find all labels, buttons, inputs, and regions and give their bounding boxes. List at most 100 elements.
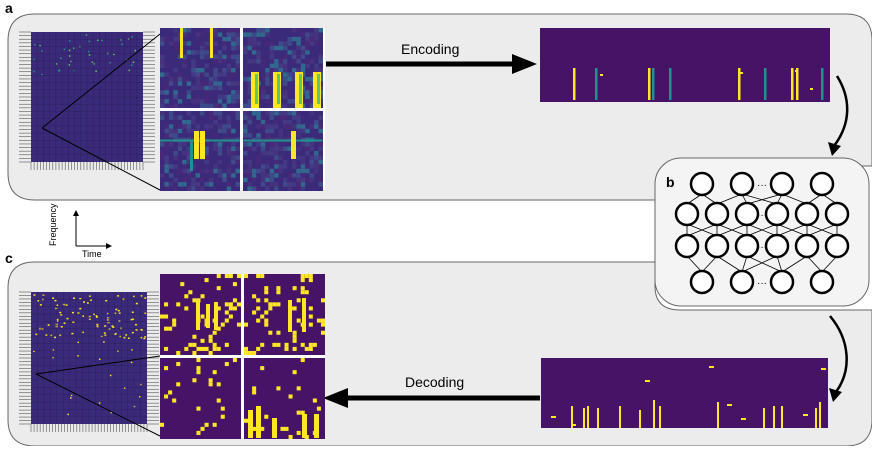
pixel <box>287 76 292 82</box>
pixel <box>200 81 205 86</box>
pixel <box>176 350 181 355</box>
pixel <box>292 330 297 335</box>
pixel <box>200 426 205 431</box>
pixel <box>186 128 192 134</box>
bar <box>194 131 199 159</box>
pixel <box>318 54 323 60</box>
pixel <box>191 182 196 187</box>
pixel <box>235 99 240 104</box>
pixel <box>177 115 183 120</box>
pixel <box>217 72 223 77</box>
pixel <box>231 111 236 116</box>
pixel <box>160 59 165 64</box>
pixel <box>296 45 301 51</box>
pixel <box>77 312 80 314</box>
network-node <box>729 269 755 295</box>
bar <box>653 400 655 428</box>
pixel <box>287 146 292 151</box>
pixel <box>235 36 240 42</box>
pixel <box>103 341 105 343</box>
pixel <box>52 356 54 359</box>
pixel <box>269 72 275 77</box>
pixel <box>226 146 232 151</box>
pixel <box>283 76 288 82</box>
pixel <box>59 334 62 337</box>
pixel <box>208 115 214 120</box>
pixel <box>278 168 283 174</box>
pixel <box>104 325 107 327</box>
pixel <box>305 63 310 68</box>
pixel <box>810 88 813 90</box>
pixel <box>305 76 310 82</box>
pixel <box>70 60 72 63</box>
pixel <box>314 63 319 68</box>
pixel <box>276 330 281 335</box>
pixel <box>276 342 281 347</box>
pixel <box>309 142 315 147</box>
pixel <box>195 182 200 187</box>
pixel <box>300 286 305 291</box>
pixel <box>291 59 297 64</box>
pixel <box>41 50 43 52</box>
pixel <box>247 159 252 165</box>
pixel <box>226 81 232 86</box>
network-edge <box>746 223 778 237</box>
pixel <box>58 70 60 72</box>
pixel <box>243 142 248 147</box>
bar <box>190 141 193 171</box>
pixel <box>177 168 183 174</box>
pixel <box>217 173 223 178</box>
pixel <box>256 306 261 311</box>
pixel <box>186 50 192 55</box>
spectrogram-reconstructed <box>19 291 159 432</box>
pixel <box>208 81 214 86</box>
pixel <box>213 28 218 33</box>
network-edge <box>716 193 743 205</box>
pixel <box>65 304 68 306</box>
network-edge <box>776 223 808 237</box>
pixel <box>188 290 193 295</box>
pixel <box>164 155 169 160</box>
pixel <box>251 32 257 37</box>
pixel <box>222 103 227 108</box>
pixel <box>200 72 205 77</box>
pixel <box>52 297 55 299</box>
pixel <box>186 119 192 125</box>
pixel <box>177 76 183 82</box>
pixel <box>231 36 236 42</box>
pixel <box>168 390 173 395</box>
pixel <box>300 168 306 174</box>
pixel <box>571 424 576 426</box>
pixel <box>308 342 313 347</box>
pixel <box>318 142 323 147</box>
pixel <box>186 168 192 174</box>
pixel <box>37 299 40 302</box>
pixel <box>283 146 288 151</box>
pixel <box>182 182 187 187</box>
pixel <box>226 164 232 169</box>
pixel <box>217 159 223 165</box>
pixel <box>260 94 266 100</box>
pixel <box>204 81 209 86</box>
pixel <box>305 90 310 95</box>
pixel <box>204 85 209 91</box>
pixel <box>305 41 310 46</box>
pixel <box>235 28 240 33</box>
bar <box>210 28 213 58</box>
pixel <box>278 133 283 138</box>
pixel <box>283 115 288 120</box>
pixel <box>309 99 315 104</box>
pixel <box>243 159 248 165</box>
pixel <box>160 54 165 60</box>
pixel <box>88 315 91 318</box>
pixel <box>172 398 177 403</box>
pixel <box>208 182 214 187</box>
pixel <box>296 133 301 138</box>
pixel <box>231 146 236 151</box>
pixel <box>247 90 252 95</box>
network-edge <box>701 255 718 273</box>
panel-label-b: b <box>666 174 675 190</box>
pixel <box>252 390 257 395</box>
pixel <box>305 36 310 42</box>
